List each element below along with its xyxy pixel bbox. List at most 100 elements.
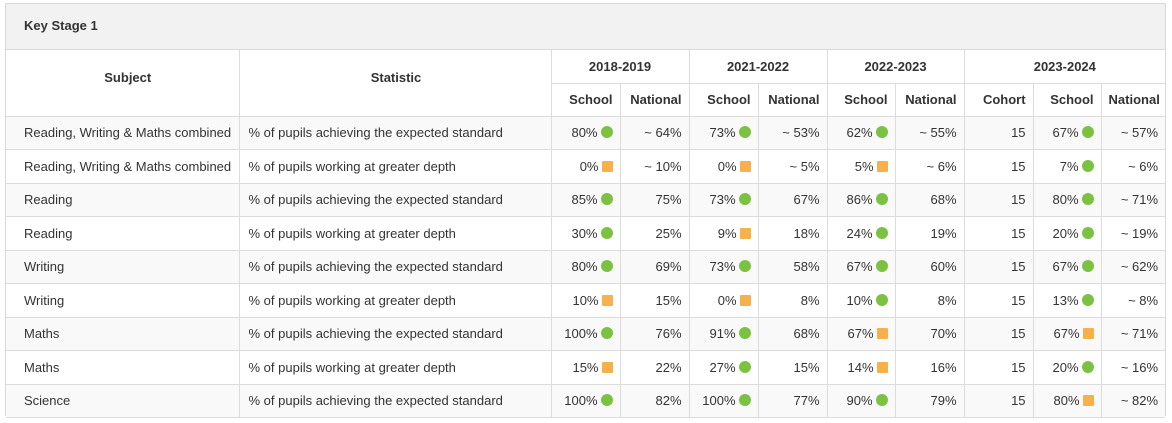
school-cell: 9% — [689, 216, 759, 251]
school-value: 73% — [709, 125, 736, 141]
green-circle-icon — [738, 260, 751, 273]
cohort-header: Cohort — [964, 83, 1034, 117]
amber-square-icon — [1082, 328, 1094, 340]
cohort-cell: 15 — [964, 317, 1034, 351]
table-row: Writing% of pupils working at greater de… — [6, 283, 1166, 318]
subject-cell: Reading — [6, 183, 240, 217]
school-cell: 20% — [1033, 350, 1102, 385]
school-value: 7% — [1059, 158, 1079, 174]
table-row: Science% of pupils achieving the expecte… — [6, 384, 1166, 418]
green-circle-icon — [1081, 193, 1094, 206]
school-value: 100% — [702, 393, 736, 409]
school-cell: 90% — [827, 384, 896, 418]
subject-cell: Reading, Writing & Maths combined — [6, 149, 240, 184]
statistic-cell: % of pupils achieving the expected stand… — [239, 317, 552, 351]
national-cell: ~ 82% — [1101, 384, 1166, 418]
school-value: 30% — [571, 225, 598, 241]
amber-square-icon — [601, 160, 613, 172]
national-cell: ~ 64% — [620, 116, 690, 150]
school-value: 0% — [717, 158, 737, 174]
national-cell: 75% — [620, 183, 690, 217]
school-value: 14% — [847, 359, 874, 375]
panel-title: Key Stage 1 — [6, 4, 1165, 50]
statistic-cell: % of pupils working at greater depth — [239, 283, 552, 318]
school-cell: 0% — [689, 149, 759, 184]
statistic-cell: % of pupils achieving the expected stand… — [239, 384, 552, 418]
green-circle-icon — [738, 327, 751, 340]
school-value: 73% — [709, 259, 736, 275]
national-cell: ~ 5% — [758, 149, 828, 184]
national-cell: ~ 55% — [895, 116, 965, 150]
school-cell: 20% — [1033, 216, 1102, 251]
school-cell: 67% — [1033, 116, 1102, 150]
results-table: Subject Statistic 2018-2019 2021-2022 20… — [6, 50, 1166, 418]
national-header: National — [895, 83, 965, 117]
school-cell: 10% — [551, 283, 621, 318]
subject-cell: Reading — [6, 216, 240, 251]
school-value: 67% — [847, 326, 874, 342]
green-circle-icon — [738, 394, 751, 407]
school-header: School — [689, 83, 759, 117]
national-cell: 15% — [758, 350, 828, 385]
school-cell: 73% — [689, 183, 759, 217]
green-circle-icon — [738, 193, 751, 206]
national-cell: ~ 19% — [1101, 216, 1166, 251]
subject-cell: Writing — [6, 250, 240, 284]
green-circle-icon — [738, 126, 751, 139]
amber-square-icon — [876, 160, 888, 172]
national-cell: 67% — [758, 183, 828, 217]
year-header: 2022-2023 — [827, 50, 965, 84]
school-header: School — [1033, 83, 1102, 117]
school-value: 13% — [1052, 292, 1079, 308]
national-cell: 82% — [620, 384, 690, 418]
national-cell: ~ 8% — [1101, 283, 1166, 318]
school-value: 20% — [1052, 225, 1079, 241]
table-row: Maths% of pupils working at greater dept… — [6, 350, 1166, 385]
school-cell: 80% — [551, 250, 621, 284]
green-circle-icon — [600, 394, 613, 407]
table-row: Reading, Writing & Maths combined% of pu… — [6, 116, 1166, 150]
school-value: 10% — [846, 292, 873, 308]
school-cell: 67% — [1033, 317, 1102, 351]
subject-cell: Writing — [6, 283, 240, 318]
national-cell: ~ 16% — [1101, 350, 1166, 385]
school-cell: 73% — [689, 116, 759, 150]
school-value: 80% — [571, 259, 598, 275]
school-value: 90% — [846, 393, 873, 409]
school-cell: 91% — [689, 317, 759, 351]
national-cell: ~ 62% — [1101, 250, 1166, 284]
school-cell: 73% — [689, 250, 759, 284]
green-circle-icon — [1081, 226, 1094, 239]
school-cell: 13% — [1033, 283, 1102, 318]
national-cell: 68% — [895, 183, 965, 217]
school-cell: 15% — [551, 350, 621, 385]
school-cell: 62% — [827, 116, 896, 150]
school-header: School — [551, 83, 621, 117]
year-header: 2021-2022 — [689, 50, 828, 84]
national-cell: 15% — [620, 283, 690, 318]
green-circle-icon — [875, 260, 888, 273]
green-circle-icon — [600, 327, 613, 340]
national-cell: 8% — [758, 283, 828, 318]
cohort-cell: 15 — [964, 149, 1034, 184]
school-value: 24% — [846, 225, 873, 241]
school-header: School — [827, 83, 896, 117]
cohort-cell: 15 — [964, 384, 1034, 418]
national-cell: 58% — [758, 250, 828, 284]
school-cell: 67% — [827, 250, 896, 284]
school-value: 85% — [571, 192, 598, 208]
school-value: 80% — [571, 125, 598, 141]
statistic-cell: % of pupils working at greater depth — [239, 216, 552, 251]
school-value: 86% — [846, 192, 873, 208]
national-header: National — [620, 83, 690, 117]
national-cell: ~ 6% — [1101, 149, 1166, 184]
year-header: 2018-2019 — [551, 50, 690, 84]
national-cell: 22% — [620, 350, 690, 385]
school-value: 0% — [717, 292, 737, 308]
green-circle-icon — [875, 126, 888, 139]
school-value: 91% — [709, 326, 736, 342]
national-cell: 25% — [620, 216, 690, 251]
school-value: 80% — [1052, 192, 1079, 208]
national-cell: 19% — [895, 216, 965, 251]
statistic-header: Statistic — [239, 50, 552, 117]
